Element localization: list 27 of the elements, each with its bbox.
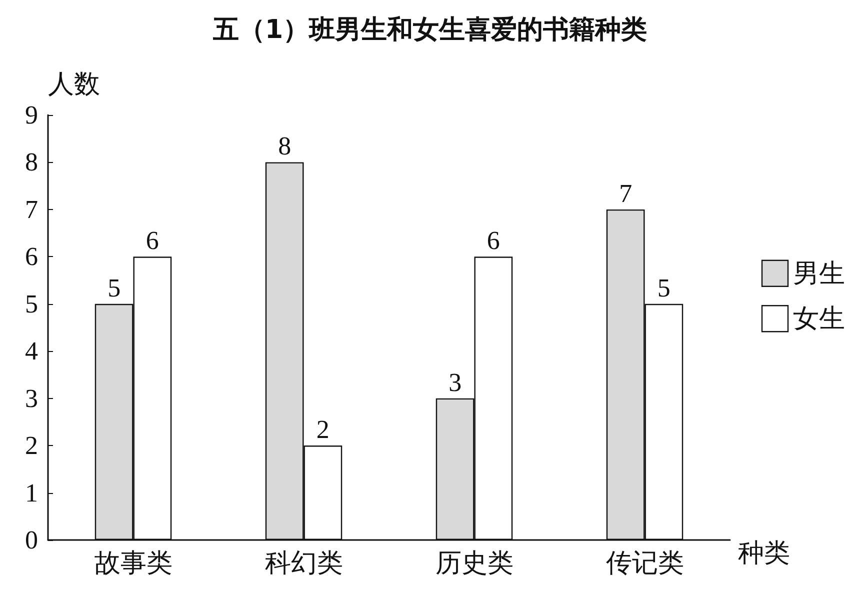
y-tick-label: 7	[25, 194, 38, 224]
data-label: 6	[486, 226, 500, 256]
x-axis-title: 种类	[738, 538, 790, 568]
legend-label: 女生	[793, 304, 845, 334]
x-tick-label: 历史类	[435, 548, 514, 578]
y-tick-label: 2	[25, 431, 38, 460]
y-tick-label: 9	[25, 100, 38, 130]
y-tick-label: 5	[25, 289, 38, 318]
y-tick-label: 8	[25, 148, 38, 177]
data-label: 6	[146, 226, 159, 256]
chart-title: 五（1）班男生和女生喜爱的书籍种类	[212, 15, 648, 45]
legend-label: 男生	[793, 258, 845, 288]
x-tick-label: 科幻类	[264, 548, 343, 578]
y-tick-label: 4	[25, 336, 38, 366]
y-tick-label: 3	[25, 384, 38, 413]
data-label: 7	[619, 178, 632, 208]
y-tick-label: 0	[25, 526, 38, 554]
data-label: 8	[278, 132, 292, 161]
data-label: 2	[316, 415, 330, 444]
y-axis-title: 人数	[48, 70, 100, 98]
x-tick-label: 传记类	[606, 548, 684, 578]
data-label: 5	[108, 273, 121, 302]
data-label: 3	[448, 368, 462, 397]
x-tick-label: 故事类	[94, 548, 172, 578]
y-tick-label: 6	[25, 242, 38, 272]
y-tick-label: 1	[25, 478, 38, 508]
data-label: 5	[657, 273, 670, 302]
